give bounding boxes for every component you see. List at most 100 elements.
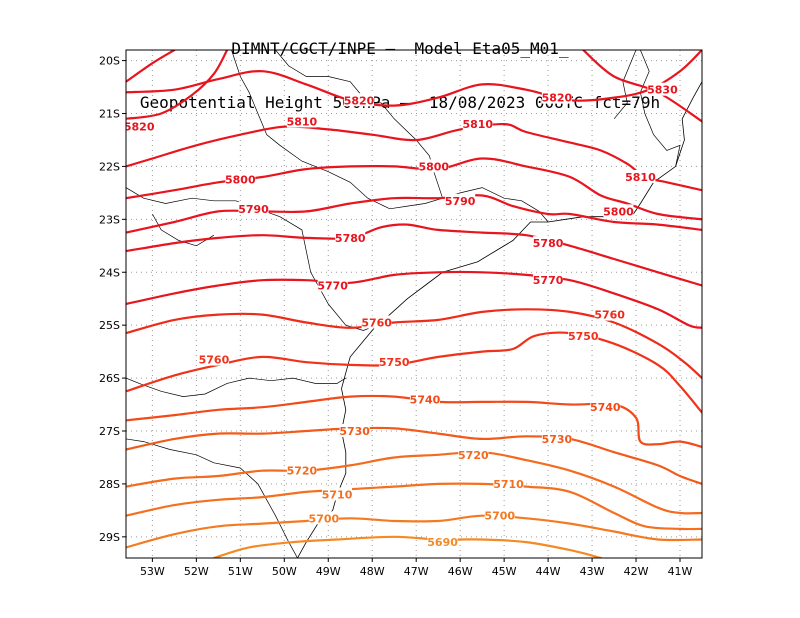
contour-label: 5760	[199, 354, 230, 367]
contour-label: 5750	[568, 330, 599, 343]
contour-label: 5810	[287, 115, 318, 128]
lat-tick-label: 26S	[99, 372, 120, 385]
contour-label: 5770	[317, 279, 348, 292]
contour-label: 5780	[533, 237, 564, 250]
state-border	[231, 50, 549, 223]
contour-label-bg	[308, 511, 339, 525]
contour-label-bg	[594, 307, 625, 321]
contour-label: 5720	[458, 449, 489, 462]
contour-labels: 5830 5820 5820 5820 5810 5810 5810 5800 5800 5800…	[124, 82, 678, 549]
lon-tick-label: 46W	[448, 565, 473, 578]
contour-label-bg	[533, 273, 564, 287]
contour-line	[126, 194, 702, 234]
contour-label-bg	[458, 447, 489, 461]
contour-label: 5820	[542, 92, 573, 105]
contour-label-bg	[427, 535, 458, 549]
contour-label: 5750	[379, 356, 410, 369]
lon-tick-label: 51W	[228, 565, 253, 578]
lat-tick-label: 28S	[99, 478, 120, 491]
state-border	[613, 50, 637, 120]
contour-label-bg	[541, 431, 572, 445]
contour-label: 5770	[533, 274, 564, 287]
contour-label-bg	[379, 355, 410, 369]
contour-label: 5740	[590, 401, 621, 414]
state-border	[126, 438, 298, 558]
contour-label-bg	[339, 424, 370, 437]
contour-line	[126, 394, 702, 448]
lon-tick-label: 45W	[492, 565, 517, 578]
contour-line	[126, 50, 702, 107]
lon-tick-label: 53W	[140, 565, 165, 578]
lon-tick-label: 49W	[316, 565, 341, 578]
lat-tick-label: 29S	[99, 531, 120, 544]
contour-line	[126, 270, 702, 329]
contour-label-bg	[361, 315, 392, 329]
contour-label-bg	[493, 476, 524, 490]
contour-label: 5730	[542, 433, 573, 446]
graticule-grid	[126, 50, 702, 558]
contour-label-bg	[625, 170, 656, 183]
contour-label: 5760	[361, 317, 392, 330]
contour-label-bg	[462, 117, 493, 131]
contour-label: 5700	[484, 510, 515, 523]
contour-label: 5720	[287, 465, 318, 478]
contour-label-bg	[409, 392, 440, 406]
contour-label: 5830	[647, 84, 678, 97]
contour-label: 5740	[410, 393, 441, 406]
axis-ticks: 53W 52W 51W 50W 49W 48W 47W 46W 45W 44W 43W 42W 41W 2…	[99, 55, 693, 578]
contour-label: 5800	[418, 160, 449, 173]
lon-tick-label: 44W	[536, 565, 561, 578]
contour-label: 5800	[603, 205, 634, 218]
political-borders	[126, 50, 681, 558]
contour-line	[582, 50, 702, 123]
contour-line	[126, 50, 176, 83]
contour-label: 5790	[445, 195, 476, 208]
contour-label-bg	[225, 172, 256, 186]
contour-label: 5810	[462, 118, 493, 131]
contour-line	[126, 426, 702, 485]
lon-tick-label: 42W	[624, 565, 649, 578]
state-border	[126, 377, 346, 397]
height-contours	[126, 50, 702, 558]
lat-tick-label: 24S	[99, 266, 120, 279]
lat-tick-label: 23S	[99, 213, 120, 226]
contour-line	[126, 223, 702, 287]
contour-label: 5730	[339, 425, 370, 438]
contour-label: 5800	[225, 174, 256, 187]
contour-line	[126, 50, 229, 120]
lat-tick-label: 25S	[99, 319, 120, 332]
lon-tick-label: 43W	[580, 565, 605, 578]
contour-label-bg	[286, 114, 317, 128]
contour-label-bg	[647, 82, 678, 96]
contour-label: 5810	[625, 171, 656, 184]
contour-label-bg	[484, 508, 515, 522]
lon-tick-label: 48W	[360, 565, 385, 578]
state-border	[126, 187, 377, 331]
contour-label-bg	[126, 119, 155, 133]
contour-label-bg	[603, 204, 634, 218]
contour-label-bg	[541, 90, 572, 104]
contour-line	[126, 122, 702, 192]
contour-line	[126, 308, 702, 380]
lat-tick-label: 22S	[99, 160, 120, 173]
contour-label: 5710	[493, 478, 524, 491]
contour-label-bg	[322, 487, 353, 501]
contour-label-bg	[590, 400, 621, 414]
contour-label-bg	[198, 352, 229, 366]
lat-tick-label: 20S	[99, 55, 120, 68]
lon-tick-label: 50W	[272, 565, 297, 578]
contour-label: 5760	[594, 309, 625, 322]
contour-line	[212, 535, 602, 558]
contour-label: 5820	[124, 121, 155, 134]
contour-label: 5780	[335, 232, 366, 245]
contour-line	[126, 482, 702, 531]
contour-label-bg	[238, 201, 269, 215]
map-frame	[125, 49, 703, 559]
contour-label: 5700	[309, 512, 340, 525]
contour-label-bg	[568, 328, 599, 342]
contour-line	[126, 514, 702, 549]
contour-label-bg	[286, 463, 317, 477]
contour-line	[126, 331, 702, 414]
contour-label: 5790	[238, 203, 269, 216]
